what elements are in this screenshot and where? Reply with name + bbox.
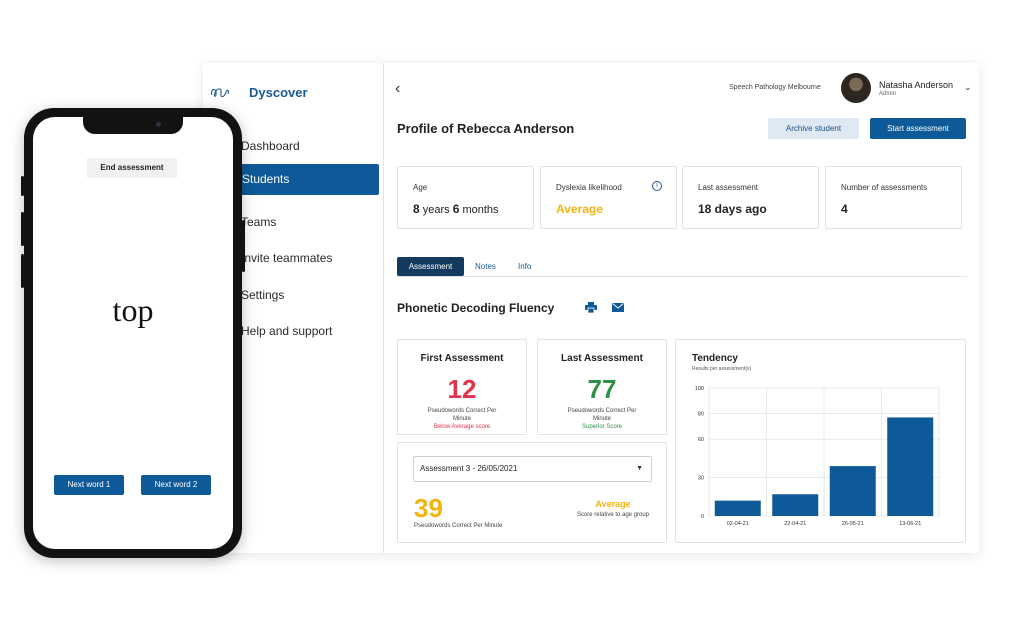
- sidebar-item-teams[interactable]: Teams: [241, 215, 277, 229]
- card-caption: Pseudowords Correct Per Minute: [414, 523, 503, 529]
- sidebar-item-settings[interactable]: Settings: [241, 288, 285, 302]
- phone: End assessment top Next word 1 Next word…: [21, 108, 245, 558]
- stat-card-age: Age 8 years 6 months: [397, 166, 534, 229]
- tab-info[interactable]: Info: [518, 262, 532, 271]
- brand[interactable]: Dyscover: [209, 83, 308, 101]
- sidebar-item-help[interactable]: Help and support: [241, 324, 333, 338]
- stat-card-assessment-count: Number of assessments 4: [825, 166, 962, 229]
- rating-caption: Score relative to age group: [576, 512, 650, 518]
- organization-name: Speech Pathology Melbourne: [729, 84, 821, 91]
- next-word-1-button[interactable]: Next word 1: [54, 475, 124, 495]
- chevron-left-icon[interactable]: ‹: [395, 80, 401, 97]
- y-tick-label: 80: [698, 412, 704, 418]
- stat-label: Last assessment: [698, 183, 759, 192]
- tendency-chart: 0 30 60 80 100 02-04-21 22-04-21 26-05-21 13-06-…: [695, 386, 940, 527]
- assessment-select[interactable]: Assessment 3 - 26/05/2021 ▼: [413, 456, 652, 482]
- end-assessment-button[interactable]: End assessment: [87, 158, 177, 178]
- assessment-select-value: Assessment 3 - 26/05/2021: [420, 464, 518, 473]
- selected-assessment-card: Assessment 3 - 26/05/2021 ▼ 39 Pseudowor…: [397, 442, 667, 543]
- main-content: ‹ Speech Pathology Melbourne Natasha And…: [385, 63, 979, 553]
- email-icon[interactable]: [612, 302, 624, 313]
- phone-notch: [83, 117, 183, 134]
- stat-label: Age: [413, 183, 428, 192]
- dashboard-window: Dyscover Dashboard Students Teams Invite…: [203, 63, 979, 553]
- chart-title: Tendency: [692, 353, 738, 364]
- selected-assessment-rating: Average: [595, 499, 631, 509]
- assessment-word: top: [112, 292, 154, 328]
- phone-side-button: [21, 176, 24, 196]
- caret-down-icon: ▼: [636, 465, 643, 472]
- y-tick-label: 30: [698, 476, 704, 482]
- dyscover-logo-icon: [211, 88, 229, 98]
- stat-card-dyslexia: Dyslexia likelihood i Average: [540, 166, 677, 229]
- x-tick-label: 02-04-21: [727, 521, 749, 527]
- chart-bar: [829, 466, 876, 516]
- user-name: Natasha Anderson: [879, 80, 954, 90]
- stat-card-last-assessment: Last assessment 18 days ago: [682, 166, 819, 229]
- x-tick-label: 13-06-21: [899, 521, 921, 527]
- phone-side-button: [21, 212, 24, 246]
- archive-student-button[interactable]: Archive student: [768, 118, 859, 139]
- page-title: Profile of Rebecca Anderson: [397, 121, 575, 136]
- tendency-chart-card: Tendency Results per assessment(s) 0 30 60…: [675, 339, 966, 543]
- chart-bar: [887, 417, 934, 516]
- sidebar-item-dashboard[interactable]: Dashboard: [241, 139, 300, 153]
- card-caption: Pseudowords Correct Per Minute: [427, 408, 497, 422]
- x-tick-label: 26-05-21: [842, 521, 864, 527]
- phone-side-button: [242, 220, 245, 272]
- y-tick-label: 60: [698, 437, 704, 443]
- section-title: Phonetic Decoding Fluency: [397, 301, 555, 315]
- stat-label: Number of assessments: [841, 183, 928, 192]
- print-icon[interactable]: [585, 302, 597, 313]
- first-assessment-value: 12: [447, 374, 477, 404]
- info-icon[interactable]: i: [652, 181, 662, 191]
- phone-screen: End assessment top Next word 1 Next word…: [33, 117, 233, 549]
- brand-name: Dyscover: [249, 84, 308, 100]
- last-assessment-score: Superior Score: [581, 424, 623, 430]
- stat-value-assessment-count: 4: [841, 202, 848, 216]
- last-assessment-value: 77: [587, 374, 617, 404]
- card-title: Last Assessment: [561, 353, 643, 364]
- first-assessment-score: Below Average score: [433, 424, 491, 430]
- chart-bar: [772, 494, 819, 516]
- tab-bar: Assessment Notes Info: [397, 257, 967, 277]
- stat-value-age: 8 years 6 months: [413, 202, 499, 216]
- tab-notes[interactable]: Notes: [475, 262, 496, 271]
- camera-icon: [156, 122, 161, 127]
- phone-side-button: [21, 254, 24, 288]
- chevron-down-icon[interactable]: ⌄: [964, 82, 972, 92]
- user-role: Admin: [879, 91, 897, 97]
- last-assessment-card: Last Assessment 77 Pseudowords Correct P…: [537, 339, 667, 435]
- card-caption: Pseudowords Correct Per Minute: [567, 408, 637, 422]
- y-tick-label: 100: [695, 386, 704, 392]
- first-assessment-card: First Assessment 12 Pseudowords Correct …: [397, 339, 527, 435]
- selected-assessment-value: 39: [414, 493, 443, 523]
- y-tick-label: 0: [701, 514, 704, 520]
- card-title: First Assessment: [420, 353, 504, 364]
- x-tick-label: 22-04-21: [784, 521, 806, 527]
- stat-value-last-assessment: 18 days ago: [698, 202, 767, 216]
- chart-bar: [714, 500, 761, 516]
- avatar[interactable]: [841, 73, 871, 103]
- stat-value-dyslexia: Average: [556, 202, 603, 216]
- sidebar-item-invite-teammates[interactable]: Invite teammates: [241, 251, 333, 265]
- tab-assessment[interactable]: Assessment: [397, 257, 464, 276]
- start-assessment-button[interactable]: Start assessment: [870, 118, 966, 139]
- next-word-2-button[interactable]: Next word 2: [141, 475, 211, 495]
- stat-label: Dyslexia likelihood: [556, 183, 622, 192]
- chart-subtitle: Results per assessment(s): [692, 366, 752, 372]
